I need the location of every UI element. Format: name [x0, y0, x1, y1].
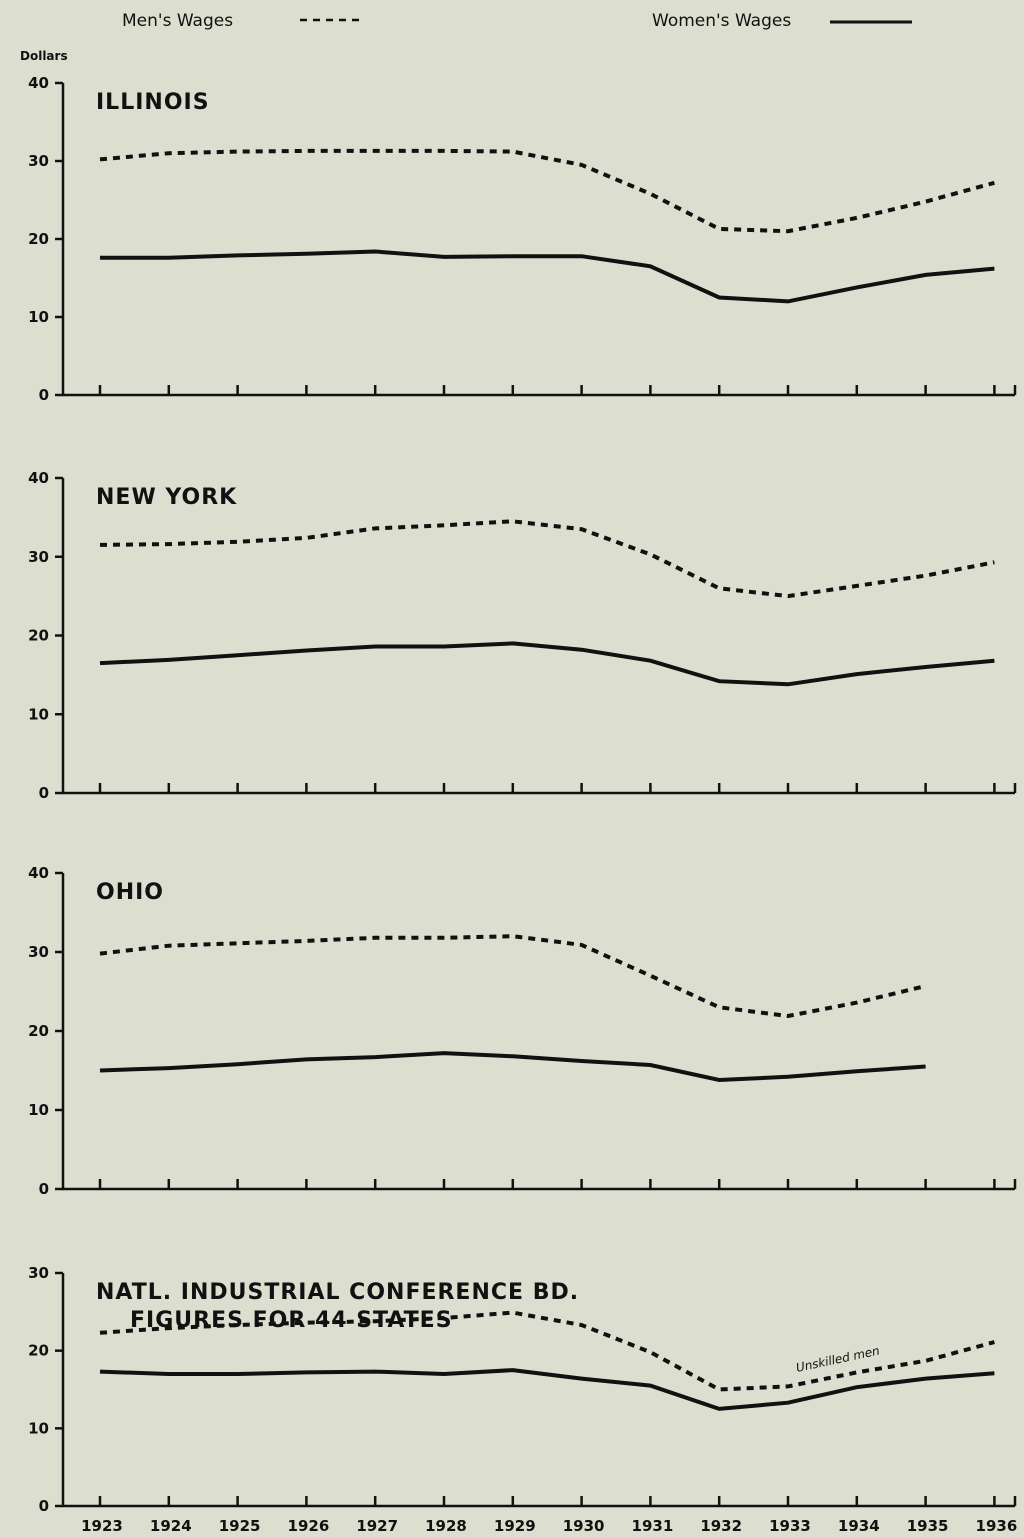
chart-title: NATL. INDUSTRIAL CONFERENCE BD. [96, 1280, 579, 1305]
y-tick-label: 30 [28, 548, 49, 566]
x-tick-label: 1935 [907, 1517, 949, 1535]
y-tick-label: 40 [28, 469, 49, 487]
chart-panel-3: 0 10 20 30 40 OHIO [28, 864, 1017, 1198]
y-tick-label: 0 [39, 386, 49, 404]
x-tick-label: 1924 [150, 1517, 192, 1535]
y-tick-label: 30 [28, 152, 49, 170]
y-tick-label: 0 [39, 1180, 49, 1198]
women-wages-line [99, 641, 995, 687]
y-tick-label: 10 [28, 308, 49, 326]
y-tick-label: 20 [28, 627, 49, 645]
x-tick-label: 1923 [81, 1517, 123, 1535]
x-tick-label: 1931 [632, 1517, 674, 1535]
y-tick-label: 20 [28, 230, 49, 248]
x-tick-label: 1934 [838, 1517, 880, 1535]
x-tick-label: 1928 [425, 1517, 467, 1535]
x-tick-label: 1932 [700, 1517, 742, 1535]
x-tick-label: 1927 [356, 1517, 398, 1535]
men-wages-line [99, 934, 927, 1019]
legend-men-label: Men's Wages [122, 11, 233, 31]
men-wages-line [99, 148, 995, 234]
axis-frame [61, 83, 1015, 397]
legend: Men's Wages Women's Wages [122, 11, 912, 31]
x-tick-label: 1930 [563, 1517, 605, 1535]
x-tick-label: 1926 [288, 1517, 330, 1535]
y-tick-label: 30 [28, 1264, 49, 1282]
chart-panel-2: 0 10 20 30 40 NEW YORK [28, 469, 1017, 802]
axis-frame [61, 478, 1015, 795]
y-tick-label: 40 [28, 74, 49, 92]
y-tick-label: 0 [39, 1497, 49, 1515]
men-wages-line [99, 519, 995, 599]
women-wages-line [99, 1368, 995, 1411]
y-unit-label: Dollars [20, 49, 68, 63]
x-tick-label: 1929 [494, 1517, 536, 1535]
y-tick-label: 10 [28, 1419, 49, 1437]
x-axis-tick-labels: 1923 1924 1925 1926 1927 1928 1929 1930 1931 1932… [81, 1517, 1017, 1535]
men-wages-line [99, 1310, 995, 1392]
y-tick-label: 10 [28, 705, 49, 723]
x-tick-label: 1936 [976, 1517, 1018, 1535]
y-tick-label: 40 [28, 864, 49, 882]
women-wages-line [100, 249, 995, 304]
y-tick-label: 10 [28, 1101, 49, 1119]
y-tick-label: 0 [39, 784, 49, 802]
chart-panel-1: 0 10 20 30 40 ILLINOIS [28, 74, 1017, 404]
y-tick-label: 20 [28, 1022, 49, 1040]
chart-title: OHIO [96, 880, 164, 905]
legend-women-label: Women's Wages [652, 11, 791, 31]
x-tick-label: 1933 [769, 1517, 811, 1535]
y-tick-label: 20 [28, 1342, 49, 1360]
x-tick-label: 1925 [219, 1517, 261, 1535]
women-wages-line [99, 1051, 926, 1083]
chart-title: NEW YORK [96, 485, 237, 510]
axis-frame [61, 873, 1015, 1191]
chart-title: ILLINOIS [96, 90, 210, 115]
y-tick-label: 30 [28, 943, 49, 961]
